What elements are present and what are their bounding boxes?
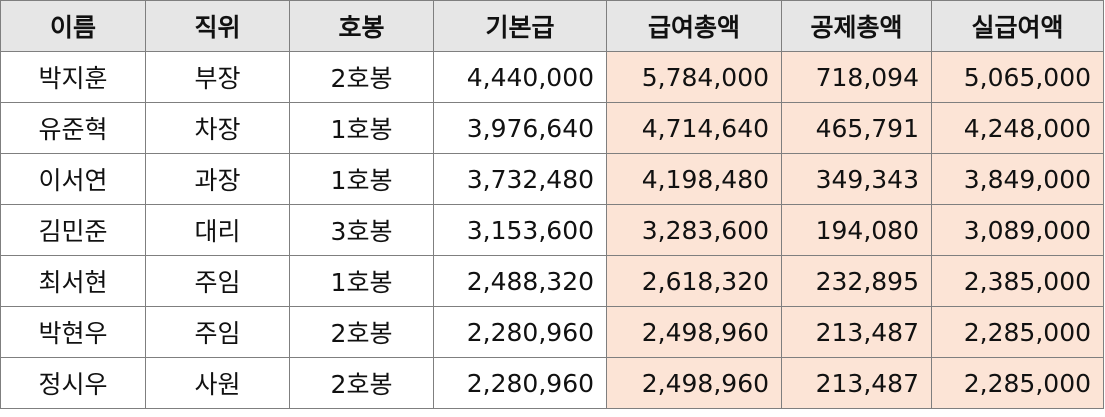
cell-name[interactable]: 이서연: [0, 153, 146, 205]
cell-grade[interactable]: 3호봉: [289, 204, 434, 256]
cell-name[interactable]: 유준혁: [0, 102, 146, 154]
cell-gross-pay[interactable]: 4,198,480: [606, 153, 782, 205]
cell-grade[interactable]: 2호봉: [289, 357, 434, 409]
cell-name[interactable]: 박지훈: [0, 51, 146, 103]
cell-name[interactable]: 정시우: [0, 357, 146, 409]
cell-net-pay[interactable]: 5,065,000: [931, 51, 1104, 103]
header-net-pay[interactable]: 실급여액: [931, 0, 1104, 52]
cell-position[interactable]: 대리: [145, 204, 290, 256]
cell-gross-pay[interactable]: 2,498,960: [606, 357, 782, 409]
table-row: 박현우 주임 2호봉 2,280,960 2,498,960 213,487 2…: [0, 306, 1104, 358]
cell-position[interactable]: 부장: [145, 51, 290, 103]
cell-gross-pay[interactable]: 2,498,960: [606, 306, 782, 358]
cell-gross-pay[interactable]: 3,283,600: [606, 204, 782, 256]
cell-grade[interactable]: 1호봉: [289, 153, 434, 205]
cell-deductions[interactable]: 213,487: [781, 306, 932, 358]
cell-deductions[interactable]: 349,343: [781, 153, 932, 205]
table-row: 박지훈 부장 2호봉 4,440,000 5,784,000 718,094 5…: [0, 51, 1104, 103]
header-deductions[interactable]: 공제총액: [781, 0, 932, 52]
cell-net-pay[interactable]: 3,849,000: [931, 153, 1104, 205]
cell-position[interactable]: 사원: [145, 357, 290, 409]
cell-position[interactable]: 과장: [145, 153, 290, 205]
cell-position[interactable]: 주임: [145, 255, 290, 307]
cell-net-pay[interactable]: 4,248,000: [931, 102, 1104, 154]
cell-deductions[interactable]: 465,791: [781, 102, 932, 154]
table-row: 유준혁 차장 1호봉 3,976,640 4,714,640 465,791 4…: [0, 102, 1104, 154]
cell-deductions[interactable]: 718,094: [781, 51, 932, 103]
cell-grade[interactable]: 1호봉: [289, 255, 434, 307]
cell-base-pay[interactable]: 3,976,640: [433, 102, 607, 154]
cell-base-pay[interactable]: 3,153,600: [433, 204, 607, 256]
cell-grade[interactable]: 2호봉: [289, 51, 434, 103]
cell-name[interactable]: 김민준: [0, 204, 146, 256]
cell-position[interactable]: 차장: [145, 102, 290, 154]
cell-gross-pay[interactable]: 4,714,640: [606, 102, 782, 154]
cell-base-pay[interactable]: 2,488,320: [433, 255, 607, 307]
cell-grade[interactable]: 2호봉: [289, 306, 434, 358]
cell-net-pay[interactable]: 2,285,000: [931, 306, 1104, 358]
cell-gross-pay[interactable]: 2,618,320: [606, 255, 782, 307]
cell-gross-pay[interactable]: 5,784,000: [606, 51, 782, 103]
cell-name[interactable]: 박현우: [0, 306, 146, 358]
header-name[interactable]: 이름: [0, 0, 146, 52]
cell-net-pay[interactable]: 3,089,000: [931, 204, 1104, 256]
cell-deductions[interactable]: 232,895: [781, 255, 932, 307]
cell-grade[interactable]: 1호봉: [289, 102, 434, 154]
cell-deductions[interactable]: 213,487: [781, 357, 932, 409]
cell-position[interactable]: 주임: [145, 306, 290, 358]
header-grade[interactable]: 호봉: [289, 0, 434, 52]
header-base-pay[interactable]: 기본급: [433, 0, 607, 52]
cell-net-pay[interactable]: 2,385,000: [931, 255, 1104, 307]
table-row: 이서연 과장 1호봉 3,732,480 4,198,480 349,343 3…: [0, 153, 1104, 205]
header-row: 이름 직위 호봉 기본급 급여총액 공제총액 실급여액: [0, 0, 1104, 52]
salary-table: 이름 직위 호봉 기본급 급여총액 공제총액 실급여액 박지훈 부장 2호봉 4…: [0, 0, 1104, 409]
table-row: 정시우 사원 2호봉 2,280,960 2,498,960 213,487 2…: [0, 357, 1104, 409]
cell-base-pay[interactable]: 2,280,960: [433, 357, 607, 409]
table-row: 김민준 대리 3호봉 3,153,600 3,283,600 194,080 3…: [0, 204, 1104, 256]
cell-base-pay[interactable]: 4,440,000: [433, 51, 607, 103]
header-position[interactable]: 직위: [145, 0, 290, 52]
header-gross-pay[interactable]: 급여총액: [606, 0, 782, 52]
cell-net-pay[interactable]: 2,285,000: [931, 357, 1104, 409]
cell-base-pay[interactable]: 3,732,480: [433, 153, 607, 205]
cell-name[interactable]: 최서현: [0, 255, 146, 307]
table-row: 최서현 주임 1호봉 2,488,320 2,618,320 232,895 2…: [0, 255, 1104, 307]
cell-base-pay[interactable]: 2,280,960: [433, 306, 607, 358]
cell-deductions[interactable]: 194,080: [781, 204, 932, 256]
